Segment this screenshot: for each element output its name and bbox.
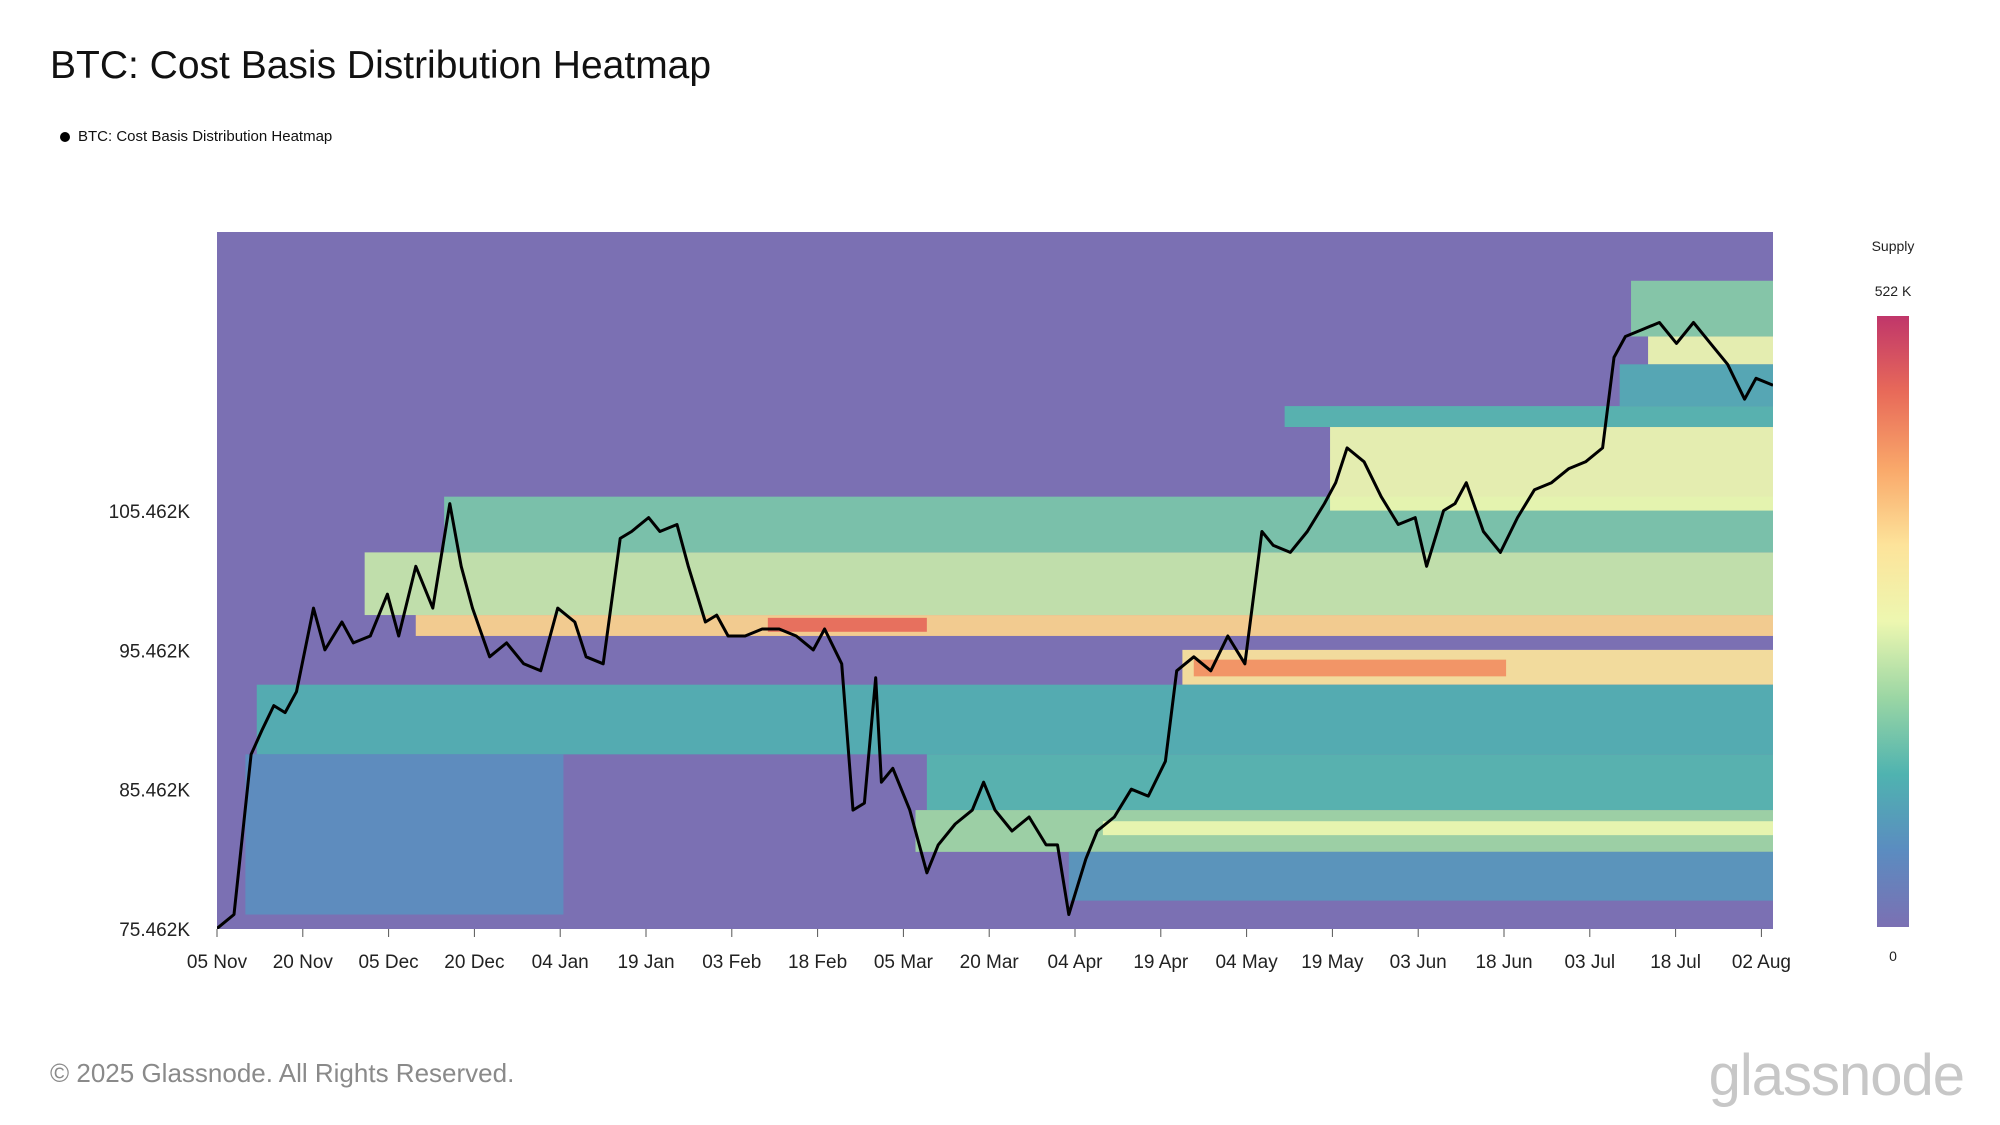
chart-title: BTC: Cost Basis Distribution Heatmap [50, 44, 712, 87]
x-tick-label: 19 Jan [617, 952, 674, 973]
brand-logo: glassnode [1708, 1043, 1965, 1108]
heatmap-band-10 [1619, 364, 1773, 407]
heatmap-band-15 [1068, 851, 1773, 901]
colorbar-min-label: 0 [1889, 948, 1897, 964]
x-tick-label: 05 Mar [874, 952, 934, 973]
colorbar-gradient [1877, 316, 1909, 927]
x-tick-label: 20 Mar [960, 952, 1020, 973]
legend-dot-icon [60, 131, 70, 142]
x-tick-label: 02 Aug [1732, 952, 1791, 973]
heatmap-band-11 [256, 684, 1773, 755]
x-tick-label: 18 Feb [788, 952, 847, 973]
x-tick-label: 03 Jun [1390, 952, 1447, 973]
heatmap-band-6 [1330, 427, 1773, 511]
y-tick-label: 95.462K [119, 641, 190, 662]
colorbar: Supply 522 K 0 [1872, 238, 1915, 964]
legend-label: BTC: Cost Basis Distribution Heatmap [78, 128, 333, 145]
x-axis: 05 Nov 20 Nov 05 Dec 20 Dec 04 Jan 19 Jan 03 F… [187, 929, 1791, 973]
heatmap-band-7 [1284, 406, 1773, 428]
x-tick-label: 19 Apr [1133, 952, 1189, 973]
colorbar-max-label: 522 K [1875, 283, 1912, 299]
x-tick-label: 04 Apr [1048, 952, 1104, 973]
y-tick-label: 75.462K [119, 920, 190, 941]
x-tick-label: 19 May [1301, 952, 1364, 973]
heatmap-band-9 [1631, 280, 1773, 337]
price-line [217, 321, 1773, 929]
x-tick-label: 05 Dec [358, 952, 418, 973]
heatmap-band-1 [767, 617, 927, 632]
heatmap-bands [245, 280, 1773, 915]
x-tick-label: 05 Nov [187, 952, 248, 973]
copyright: © 2025 Glassnode. All Rights Reserved. [50, 1058, 515, 1088]
x-tick-label: 20 Nov [273, 952, 334, 973]
y-axis: 75.462K 85.462K 95.462K 105.462K [109, 502, 191, 941]
heatmap-band-12 [926, 754, 1773, 811]
x-tick-label: 20 Dec [444, 952, 504, 973]
heatmap-band-4 [364, 552, 1773, 616]
x-tick-label: 18 Jul [1650, 952, 1701, 973]
heatmap-band-0 [415, 615, 1773, 636]
colorbar-title: Supply [1872, 238, 1915, 254]
x-tick-label: 03 Feb [702, 952, 761, 973]
heatmap-band-3 [1193, 659, 1507, 677]
x-tick-label: 04 May [1215, 952, 1278, 973]
heatmap-band-14 [1102, 821, 1773, 836]
heatmap-band-16 [245, 754, 564, 915]
y-tick-label: 85.462K [119, 781, 190, 802]
x-tick-label: 04 Jan [532, 952, 589, 973]
y-tick-label: 105.462K [109, 502, 191, 523]
legend[interactable]: BTC: Cost Basis Distribution Heatmap [60, 128, 332, 145]
x-tick-label: 03 Jul [1564, 952, 1615, 973]
heatmap-band-8 [1648, 336, 1773, 365]
x-tick-label: 18 Jun [1475, 952, 1532, 973]
